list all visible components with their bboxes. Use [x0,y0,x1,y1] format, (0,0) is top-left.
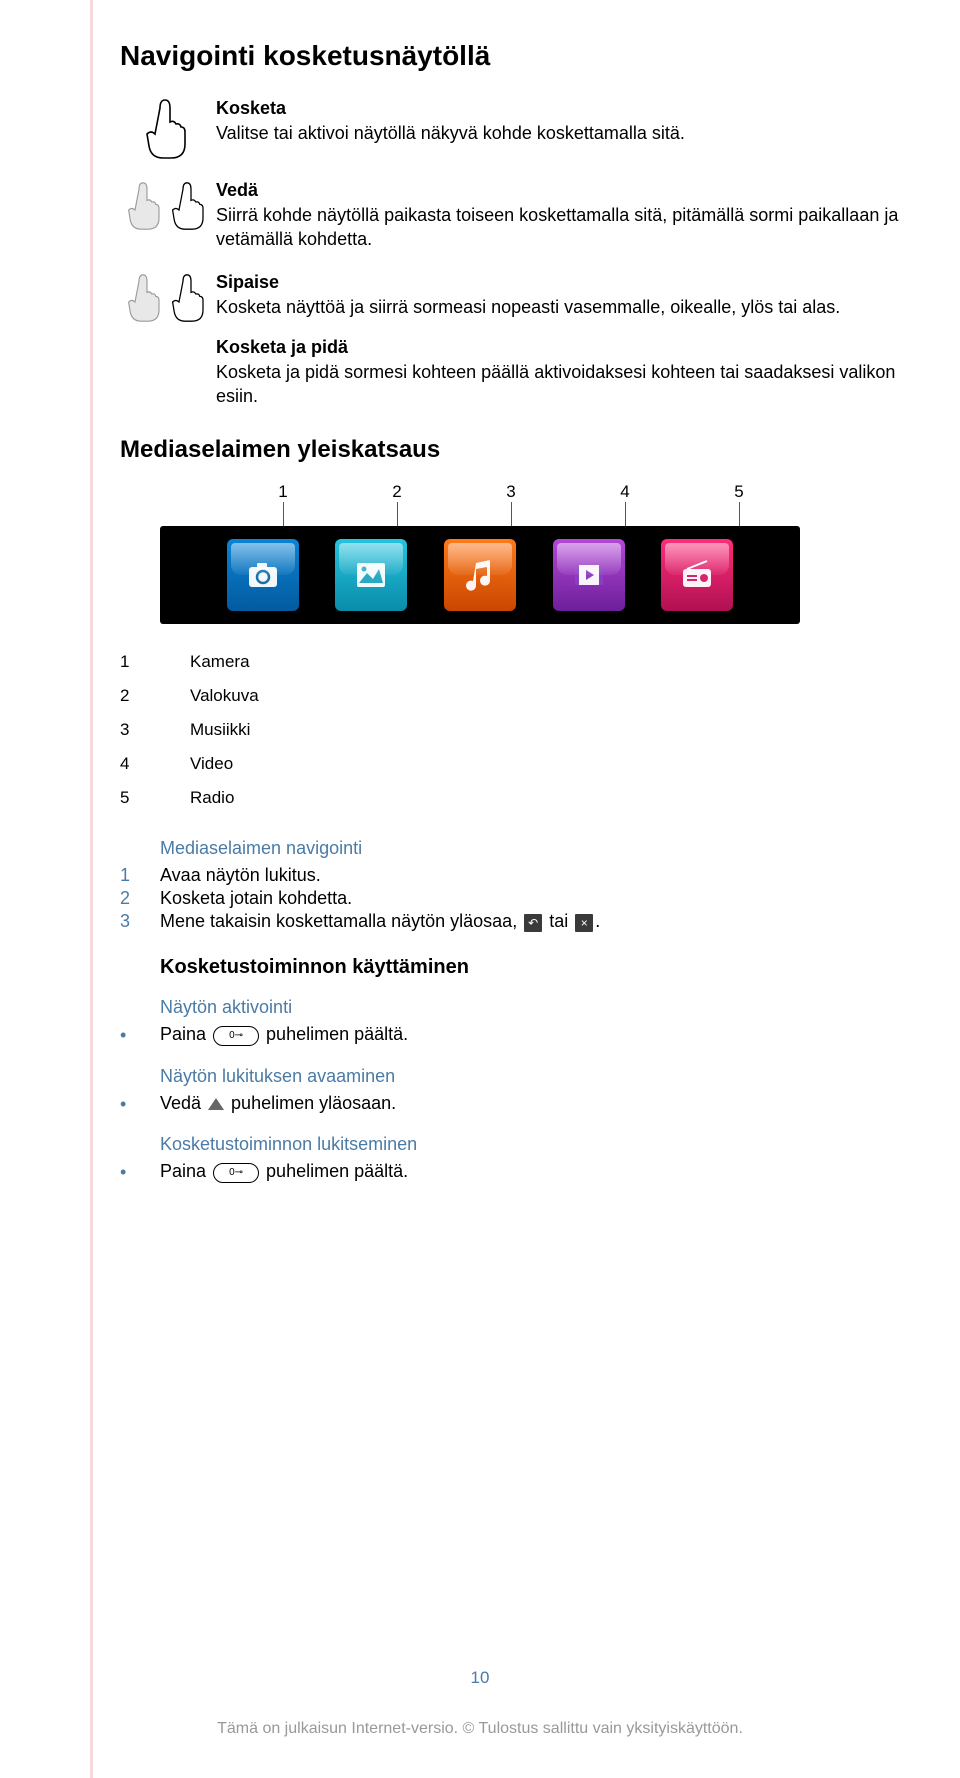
legend-number: 4 [120,754,190,774]
media-callout-labels: 1 2 3 4 5 [226,482,920,502]
lock-list: • Paina 0⊸ puhelimen päältä. [120,1161,920,1184]
unlock-list: • Vedä puhelimen yläosaan. [120,1093,920,1116]
text-fragment: tai [544,911,573,931]
legend-number: 3 [120,720,190,740]
callout-4: 4 [568,482,682,502]
touch-hand-icon [120,98,210,160]
bullet-icon: • [120,1093,160,1116]
activation-heading: Näytön aktivointi [160,997,920,1018]
step-text: Avaa näytön lukitus. [160,865,321,886]
lock-heading: Kosketustoiminnon lukitseminen [160,1134,920,1155]
power-key-icon: 0⊸ [213,1026,259,1046]
list-item: 2 Kosketa jotain kohdetta. [120,888,920,909]
text-fragment: . [595,911,600,931]
step-text: Kosketa jotain kohdetta. [160,888,352,909]
text-fragment: Paina [160,1161,211,1181]
step-text: Mene takaisin koskettamalla näytön yläos… [160,911,600,932]
left-accent-bar [90,0,93,1778]
unlock-heading: Näytön lukituksen avaaminen [160,1066,920,1087]
drag-hand-icon [120,180,210,232]
activation-list: • Paina 0⊸ puhelimen päältä. [120,1024,920,1047]
touch-use-title: Kosketustoiminnon käyttäminen [160,956,920,979]
media-bar [160,526,800,624]
gesture-desc: Siirrä kohde näytöllä paikasta toiseen k… [216,203,920,252]
gesture-drag: Vedä Siirrä kohde näytöllä paikasta tois… [120,180,920,252]
gesture-desc: Kosketa näyttöä ja siirrä sormeasi nopea… [216,295,920,319]
step-number: 1 [120,865,160,886]
legend-row: 2Valokuva [120,686,920,706]
text-fragment: puhelimen päältä. [261,1024,408,1044]
photo-icon [335,539,407,611]
gesture-desc: Kosketa ja pidä sormesi kohteen päällä a… [216,360,920,409]
legend-label: Kamera [190,652,250,672]
gesture-touch: Kosketa Valitse tai aktivoi näytöllä näk… [120,98,920,160]
media-overview-title: Mediaselaimen yleiskatsaus [120,436,920,464]
list-item: 3 Mene takaisin koskettamalla näytön ylä… [120,911,920,932]
item-text: Paina 0⊸ puhelimen päältä. [160,1024,408,1045]
back-icon: ↶ [524,914,542,932]
swipe-hand-icon [120,272,210,324]
bullet-icon: • [120,1161,160,1184]
text-fragment: puhelimen yläosaan. [226,1093,396,1113]
media-callout-lines [226,502,920,526]
legend-number: 2 [120,686,190,706]
music-icon [444,539,516,611]
text-fragment: Mene takaisin koskettamalla näytön yläos… [160,911,522,931]
legend-label: Valokuva [190,686,259,706]
video-icon [553,539,625,611]
legend-number: 5 [120,788,190,808]
camera-icon [227,539,299,611]
legend-label: Musiikki [190,720,250,740]
radio-icon [661,539,733,611]
callout-3: 3 [454,482,568,502]
text-fragment: Paina [160,1024,211,1044]
legend-number: 1 [120,652,190,672]
text-fragment: Vedä [160,1093,206,1113]
gesture-label: Sipaise [216,272,920,293]
legend-label: Radio [190,788,234,808]
callout-2: 2 [340,482,454,502]
close-icon: × [575,914,593,932]
media-nav-steps: 1 Avaa näytön lukitus. 2 Kosketa jotain … [120,865,920,932]
text-fragment: puhelimen päältä. [261,1161,408,1181]
gesture-label: Kosketa [216,98,920,119]
gesture-swipe: Sipaise Kosketa näyttöä ja siirrä sormea… [120,272,920,409]
step-number: 3 [120,911,160,932]
list-item: • Vedä puhelimen yläosaan. [120,1093,920,1116]
legend-row: 5Radio [120,788,920,808]
step-number: 2 [120,888,160,909]
gesture-desc: Valitse tai aktivoi näytöllä näkyvä kohd… [216,121,920,145]
list-item: • Paina 0⊸ puhelimen päältä. [120,1024,920,1047]
item-text: Vedä puhelimen yläosaan. [160,1093,396,1114]
media-legend: 1Kamera2Valokuva3Musiikki4Video5Radio [120,652,920,808]
legend-row: 4Video [120,754,920,774]
bullet-icon: • [120,1024,160,1047]
legend-row: 3Musiikki [120,720,920,740]
power-key-icon: 0⊸ [213,1163,259,1183]
footer-note: Tämä on julkaisun Internet-versio. © Tul… [0,1720,960,1738]
page-number: 10 [0,1668,960,1688]
item-text: Paina 0⊸ puhelimen päältä. [160,1161,408,1182]
page-content: Navigointi kosketusnäytöllä Kosketa Vali… [0,0,960,1227]
media-diagram: 1 2 3 4 5 [160,482,920,624]
list-item: • Paina 0⊸ puhelimen päältä. [120,1161,920,1184]
media-nav-heading: Mediaselaimen navigointi [160,838,920,859]
triangle-up-icon [208,1098,224,1110]
gesture-label: Vedä [216,180,920,201]
legend-row: 1Kamera [120,652,920,672]
gesture-label: Kosketa ja pidä [216,337,920,358]
legend-label: Video [190,754,233,774]
callout-1: 1 [226,482,340,502]
callout-5: 5 [682,482,796,502]
page-title: Navigointi kosketusnäytöllä [120,40,920,72]
list-item: 1 Avaa näytön lukitus. [120,865,920,886]
